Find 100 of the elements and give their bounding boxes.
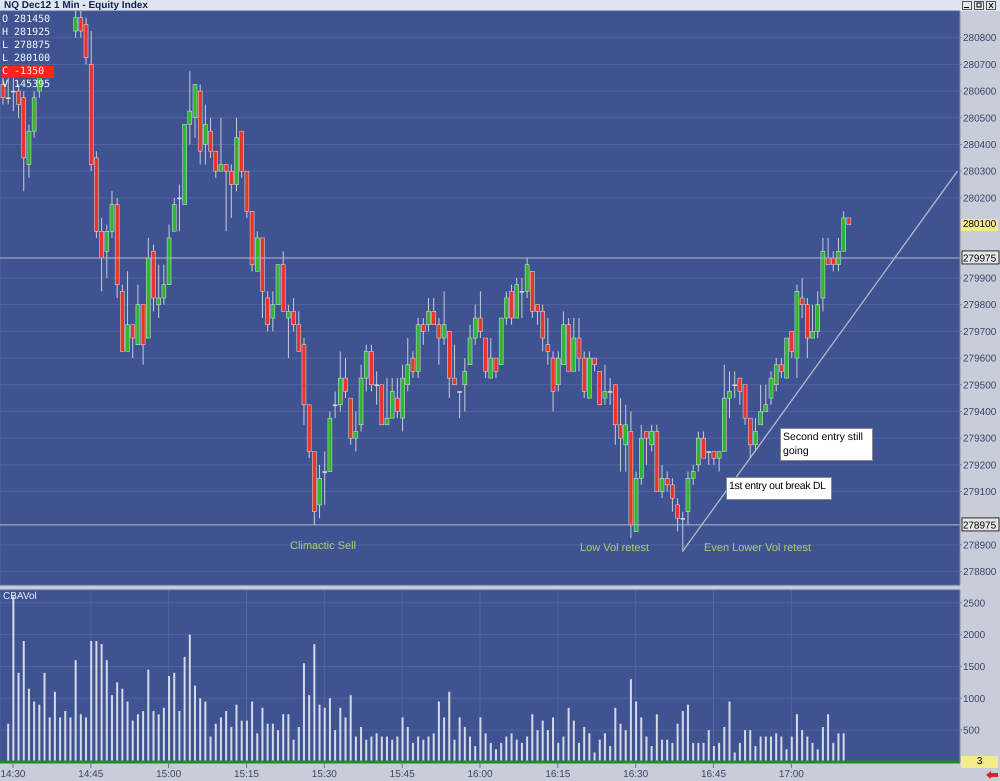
bar — [308, 695, 310, 762]
bar — [702, 742, 705, 762]
bar — [458, 717, 461, 762]
bar — [370, 736, 372, 762]
bar — [686, 704, 689, 762]
bar — [210, 736, 212, 762]
bar — [708, 730, 710, 762]
chart-title: CBAVol — [3, 591, 37, 602]
bar — [780, 736, 782, 762]
bar — [738, 742, 741, 762]
bar — [583, 726, 586, 762]
bar — [142, 711, 144, 762]
bar — [95, 640, 98, 762]
annotation: L 278875 — [2, 40, 52, 52]
bar — [22, 640, 25, 762]
bar — [80, 714, 82, 762]
ref-line-label: 278975 — [962, 520, 997, 532]
bar — [671, 742, 674, 762]
annotation: Low Vol retest — [580, 542, 650, 554]
bar — [256, 733, 258, 762]
y-tick-label: 280400 — [963, 140, 997, 152]
bar — [28, 688, 30, 762]
bar — [225, 711, 228, 762]
bar — [712, 746, 715, 762]
y-tick-label: 278800 — [963, 567, 997, 578]
bar — [682, 711, 684, 762]
y-tick-label: 279700 — [963, 326, 997, 338]
bar — [69, 717, 72, 762]
bar — [806, 736, 808, 762]
bar — [676, 724, 679, 762]
bar — [266, 724, 269, 762]
bar — [220, 717, 222, 762]
bar — [552, 717, 554, 762]
bar — [749, 730, 752, 762]
bar — [790, 736, 793, 762]
bar — [692, 742, 694, 762]
bar — [635, 701, 638, 762]
bar — [588, 733, 590, 762]
bar — [490, 742, 492, 762]
bar — [624, 730, 627, 762]
bar — [542, 720, 544, 762]
annotation: Even Lower Vol retest — [704, 542, 812, 554]
bar — [718, 742, 720, 762]
bar — [18, 672, 20, 762]
bar — [723, 726, 726, 762]
y-tick-label: 278900 — [963, 540, 997, 552]
bar — [116, 682, 118, 762]
y-tick-label: 279500 — [963, 380, 997, 392]
x-tick-label: 16:45 — [701, 769, 726, 780]
bar — [438, 701, 440, 762]
bar — [85, 717, 88, 762]
bar — [417, 736, 420, 762]
bar — [64, 711, 66, 762]
y-tick-label: 500 — [963, 726, 980, 737]
bar — [199, 698, 202, 762]
candlestick — [546, 318, 550, 366]
x-tick-label: 16:30 — [623, 769, 649, 780]
bar — [173, 672, 176, 762]
bar — [827, 714, 830, 762]
y-tick-label: 280500 — [963, 113, 997, 124]
y-tick-label: 1500 — [963, 662, 986, 673]
bar — [194, 686, 196, 762]
chart-title: NQ Dec12 1 Min - Equity Index — [4, 0, 148, 11]
bar — [568, 708, 570, 762]
bar — [240, 720, 243, 762]
x-tick-label: 15:30 — [312, 769, 338, 780]
bar — [620, 724, 622, 762]
y-tick-label: 279400 — [963, 407, 997, 418]
x-tick-label: 15:15 — [234, 769, 260, 780]
x-tick-label: 17:00 — [778, 769, 804, 780]
y-tick-label: 279800 — [963, 300, 997, 312]
bar — [214, 724, 217, 762]
bar — [822, 726, 824, 762]
bar — [640, 717, 642, 762]
y-tick-label: 279200 — [963, 460, 997, 472]
bar — [100, 644, 103, 762]
annotation: 1st entry out break DL — [726, 477, 832, 500]
bar — [754, 746, 756, 762]
bar — [158, 714, 160, 762]
candlestick — [457, 390, 462, 419]
bar — [796, 714, 798, 762]
bar — [328, 698, 331, 762]
bar — [313, 644, 316, 762]
bar — [33, 701, 36, 762]
bar — [474, 746, 476, 762]
bar — [801, 730, 804, 762]
bar — [402, 717, 404, 762]
y-tick-label: 280800 — [963, 33, 997, 44]
bar — [396, 736, 398, 762]
bar — [344, 717, 346, 762]
bar — [536, 730, 538, 762]
bar — [505, 736, 508, 762]
bar — [204, 701, 206, 762]
bar — [152, 711, 154, 762]
bar — [136, 714, 139, 762]
annotation: Climactic Sell — [290, 540, 356, 552]
bar — [324, 708, 326, 762]
bar — [365, 740, 368, 762]
x-tick-label: 14:45 — [78, 769, 104, 780]
bar — [812, 742, 814, 762]
